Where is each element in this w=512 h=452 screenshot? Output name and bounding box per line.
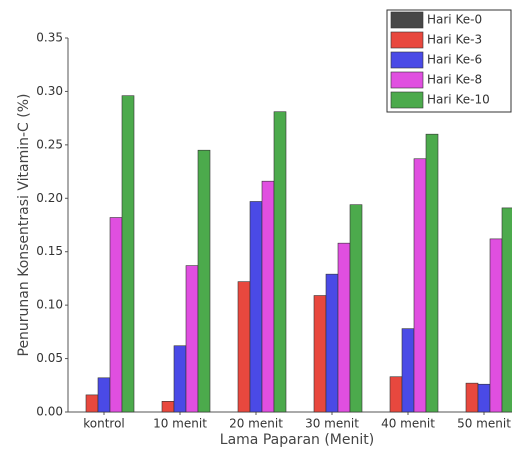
y-tick-label: 0.15: [36, 244, 63, 258]
bar: [337, 242, 351, 413]
bar: [325, 273, 339, 413]
legend-swatch: [390, 71, 424, 89]
bar: [273, 111, 287, 413]
bar: [501, 207, 512, 413]
bar: [425, 133, 439, 413]
legend-label: Hari Ke-10: [427, 93, 490, 107]
bar: [237, 281, 251, 413]
bar: [401, 328, 415, 413]
bar: [489, 238, 503, 413]
bar: [121, 95, 135, 413]
bar: [349, 204, 363, 413]
x-tick-label: 30 menit: [305, 417, 359, 431]
bar: [97, 377, 111, 413]
y-tick-label: 0.05: [36, 351, 63, 365]
x-tick-label: 40 menit: [381, 417, 435, 431]
legend-label: Hari Ke-8: [427, 73, 482, 87]
bar: [389, 376, 403, 413]
legend-swatch: [390, 11, 424, 29]
bar: [249, 201, 263, 413]
bar: [477, 383, 491, 413]
legend-swatch: [390, 91, 424, 109]
y-tick-label: 0.20: [36, 191, 63, 205]
bar: [109, 217, 123, 413]
bar: [85, 394, 99, 413]
legend-label: Hari Ke-3: [427, 33, 482, 47]
x-axis-title: Lama Paparan (Menit): [220, 432, 374, 448]
legend-swatch: [390, 51, 424, 69]
bar: [173, 345, 187, 413]
bar: [197, 149, 211, 413]
x-tick-label: kontrol: [83, 417, 125, 431]
x-tick-label: 50 menit: [457, 417, 511, 431]
bar: [465, 382, 479, 413]
x-tick-label: 20 menit: [229, 417, 283, 431]
bar: [161, 401, 175, 413]
bar: [313, 295, 327, 413]
y-tick-label: 0.30: [36, 84, 63, 98]
y-tick-label: 0.10: [36, 298, 63, 312]
bar: [261, 180, 275, 413]
legend-label: Hari Ke-6: [427, 53, 482, 67]
legend-label: Hari Ke-0: [427, 13, 482, 27]
bar: [413, 158, 427, 413]
y-axis-title: Penurunan Konsentrasi Vitamin-C (%): [16, 94, 32, 357]
legend-swatch: [390, 31, 424, 49]
y-tick-label: 0.25: [36, 137, 63, 151]
bar: [185, 265, 199, 413]
x-tick-label: 10 menit: [153, 417, 207, 431]
y-tick-label: 0.35: [36, 31, 63, 45]
y-tick-label: 0.00: [36, 405, 63, 419]
